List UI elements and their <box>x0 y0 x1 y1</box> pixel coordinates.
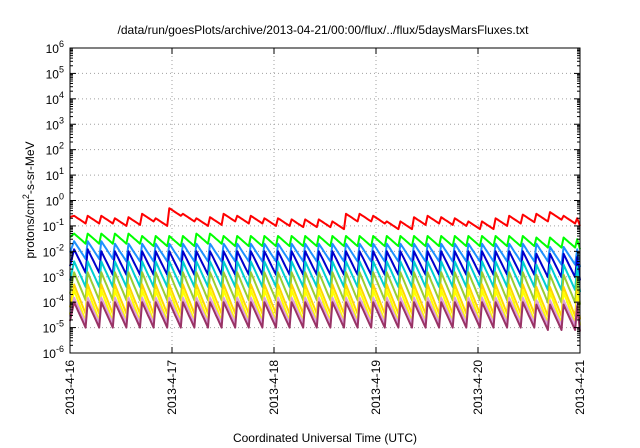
y-tick-label: 101 <box>46 166 64 183</box>
axis-ticks <box>69 47 581 354</box>
series-line-2 <box>69 232 581 250</box>
x-tick-label: 2013-4-20 <box>471 360 485 415</box>
y-axis-label-pre: protons/cm <box>23 199 37 258</box>
series-line-10 <box>69 301 581 332</box>
y-tick-label: 102 <box>46 141 64 158</box>
y-tick-label: 10-4 <box>43 293 64 310</box>
y-tick-label: 104 <box>46 90 64 107</box>
x-tick-label: 2013-4-16 <box>63 360 77 415</box>
y-tick-label: 10-1 <box>43 217 64 234</box>
y-tick-label: 10-6 <box>43 344 64 361</box>
y-axis-label-post: -s-sr-MeV <box>23 141 37 194</box>
y-tick-labels: 10-6 10-5 10-4 10-3 10-2 10-1 100 101 102 103 104 1… <box>43 39 64 361</box>
series-line-1 <box>69 207 581 231</box>
y-tick-label: 105 <box>46 64 64 81</box>
x-tick-label: 2013-4-17 <box>165 360 179 415</box>
y-tick-label: 10-5 <box>43 319 64 336</box>
x-axis-label: Coordinated Universal Time (UTC) <box>233 431 417 445</box>
series-line-3 <box>69 240 581 268</box>
series-layer <box>69 207 581 332</box>
y-tick-label: 103 <box>46 115 64 132</box>
y-tick-label: 10-2 <box>43 242 64 259</box>
x-tick-label: 2013-4-18 <box>267 360 281 415</box>
y-tick-label: 10-3 <box>43 268 64 285</box>
x-tick-label: 2013-4-21 <box>573 360 587 415</box>
x-tick-labels: 2013-4-16 2013-4-17 2013-4-18 2013-4-19 2013… <box>63 360 587 415</box>
y-tick-label: 100 <box>46 192 64 209</box>
chart-title: /data/run/goesPlots/archive/2013-04-21/0… <box>118 23 530 37</box>
y-axis-label: protons/cm2-s-sr-MeV <box>21 141 37 258</box>
x-tick-label: 2013-4-19 <box>369 360 383 415</box>
y-axis-label-sup: 2 <box>21 194 31 199</box>
y-tick-label: 106 <box>46 39 64 56</box>
